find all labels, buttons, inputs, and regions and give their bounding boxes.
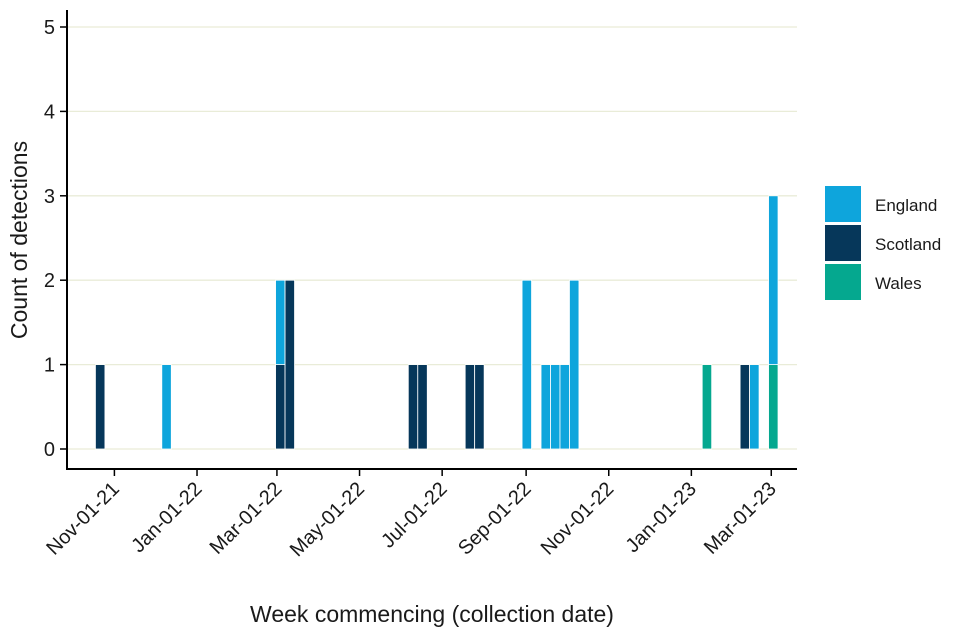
y-ticks: 0 1 2 3 4 5 xyxy=(44,17,67,461)
x-axis-title: Week commencing (collection date) xyxy=(250,601,614,627)
bar-wales-2023-01-09 xyxy=(701,364,713,450)
bar-england-2022-09-26 xyxy=(559,364,570,450)
legend-label-scotland: Scotland xyxy=(875,235,941,254)
x-tick-label: Jan-01-22 xyxy=(127,478,206,557)
bar-scotland-2022-06-06 xyxy=(407,364,419,450)
y-axis-title: Count of detections xyxy=(6,141,32,339)
y-tick-label: 4 xyxy=(44,101,55,123)
x-tick-label: May-01-22 xyxy=(286,478,369,561)
bar-scotland-2022-03-07 xyxy=(284,279,295,450)
bar-scotland-2022-06-13 xyxy=(417,364,428,450)
legend: England Scotland Wales xyxy=(825,186,941,300)
bar-england-2022-09-12 xyxy=(540,364,551,450)
legend-swatch-scotland xyxy=(825,225,861,261)
bar-wales-2023-02-27 xyxy=(768,364,779,450)
legend-label-wales: Wales xyxy=(875,274,922,293)
x-tick-label: Jan-01-23 xyxy=(622,478,701,557)
x-ticks: Nov-01-21 Jan-01-22 Mar-01-22 May-01-22 Jul-… xyxy=(42,469,781,561)
bars xyxy=(95,195,779,450)
y-tick-label: 2 xyxy=(44,270,55,292)
axes xyxy=(66,10,797,470)
bar-scotland-2023-02-06 xyxy=(739,364,750,450)
y-tick-label: 3 xyxy=(44,186,55,208)
y-tick-label: 0 xyxy=(44,439,55,461)
x-tick-label: Mar-01-23 xyxy=(700,478,781,559)
x-tick-label: Nov-01-21 xyxy=(42,478,124,560)
x-tick-label: Sep-01-22 xyxy=(454,478,536,560)
legend-swatch-wales xyxy=(825,264,861,300)
x-tick-label: Mar-01-22 xyxy=(206,478,287,559)
legend-swatch-england xyxy=(825,186,861,222)
gridlines xyxy=(67,26,797,450)
bar-england-2023-02-27 xyxy=(768,195,779,366)
y-tick-label: 1 xyxy=(44,355,55,377)
bar-england-2022-08-29 xyxy=(521,279,532,450)
x-tick-label: Nov-01-22 xyxy=(537,478,619,560)
bar-england-2022-02-28 xyxy=(275,279,286,366)
bar-scotland-2022-07-18 xyxy=(464,364,476,450)
x-tick-label: Jul-01-22 xyxy=(377,478,452,553)
bar-england-2021-12-06 xyxy=(161,364,172,450)
bar-scotland-2022-02-28 xyxy=(275,364,286,450)
bar-scotland-2021-10-18 xyxy=(95,364,106,450)
y-tick-label: 5 xyxy=(44,17,55,39)
bar-england-2022-10-03 xyxy=(569,279,580,450)
bar-scotland-2022-07-25 xyxy=(474,364,485,450)
legend-label-england: England xyxy=(875,196,937,215)
bar-england-2023-02-13 xyxy=(749,364,760,450)
bar-england-2022-09-19 xyxy=(550,364,561,450)
